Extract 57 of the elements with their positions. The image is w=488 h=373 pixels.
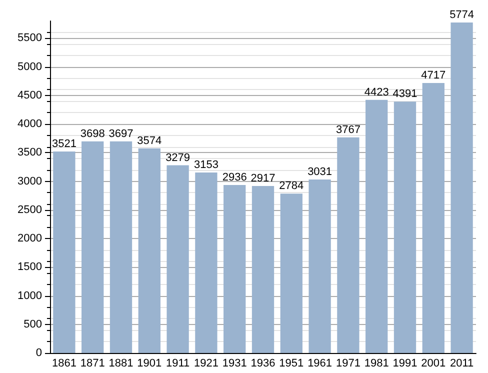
bar <box>53 151 76 353</box>
x-tick-label: 1921 <box>194 358 218 370</box>
x-tick-label: 1861 <box>52 358 76 370</box>
data-label: 3698 <box>80 128 105 140</box>
y-tick-label: 3000 <box>18 175 42 188</box>
data-label: 3031 <box>308 166 332 178</box>
data-label: 4717 <box>421 69 446 82</box>
bar <box>252 186 274 353</box>
bar <box>280 194 302 353</box>
data-label: 4423 <box>364 86 389 98</box>
x-tick-label: 1971 <box>336 358 360 370</box>
data-label: 4391 <box>392 88 418 100</box>
x-tick-label: 1961 <box>308 358 332 370</box>
x-tick-label: 1991 <box>392 358 418 370</box>
y-tick-label: 5500 <box>18 32 42 44</box>
bar <box>450 22 473 353</box>
y-tick-label: 2500 <box>18 204 42 216</box>
y-tick-label: 5000 <box>18 60 42 73</box>
data-label: 5774 <box>450 8 474 21</box>
data-label: 3574 <box>137 134 162 147</box>
y-tick-label: 2000 <box>18 232 42 245</box>
x-tick-label: 1951 <box>279 358 304 370</box>
bar <box>337 137 360 353</box>
y-tick-label: 1500 <box>18 261 42 274</box>
bar <box>195 172 218 353</box>
x-tick-label: 1901 <box>137 358 162 370</box>
bar <box>308 180 331 353</box>
y-tick-label: 3500 <box>18 146 42 159</box>
x-tick-label: 1881 <box>108 358 134 370</box>
bar <box>110 141 132 353</box>
x-tick-label: 2001 <box>421 358 446 370</box>
y-tick-label: 1000 <box>18 290 42 302</box>
data-label: 2784 <box>279 180 304 192</box>
x-tick-label: 1911 <box>166 358 190 370</box>
bar <box>166 165 189 353</box>
x-tick-label: 1936 <box>250 358 276 370</box>
data-label: 2917 <box>250 172 276 185</box>
data-label: 3697 <box>108 128 134 140</box>
bar <box>82 141 104 353</box>
bar <box>394 102 416 353</box>
x-tick-label: 1931 <box>222 358 247 370</box>
y-tick-label: 0 <box>36 347 42 359</box>
data-label: 3521 <box>52 138 76 150</box>
y-tick-label: 4500 <box>18 89 42 102</box>
bar <box>224 184 246 353</box>
data-label: 3153 <box>194 159 218 172</box>
data-label: 3767 <box>336 124 360 136</box>
y-tick-label: 4000 <box>18 118 42 130</box>
bar <box>422 82 444 353</box>
x-tick-label: 2011 <box>450 358 474 370</box>
bar <box>138 148 160 353</box>
y-tick-label: 500 <box>24 318 42 330</box>
x-tick-label: 1981 <box>364 358 389 370</box>
data-label: 3279 <box>166 152 190 164</box>
bar <box>366 100 388 353</box>
x-tick-label: 1871 <box>80 358 105 370</box>
data-label: 2936 <box>222 171 247 184</box>
